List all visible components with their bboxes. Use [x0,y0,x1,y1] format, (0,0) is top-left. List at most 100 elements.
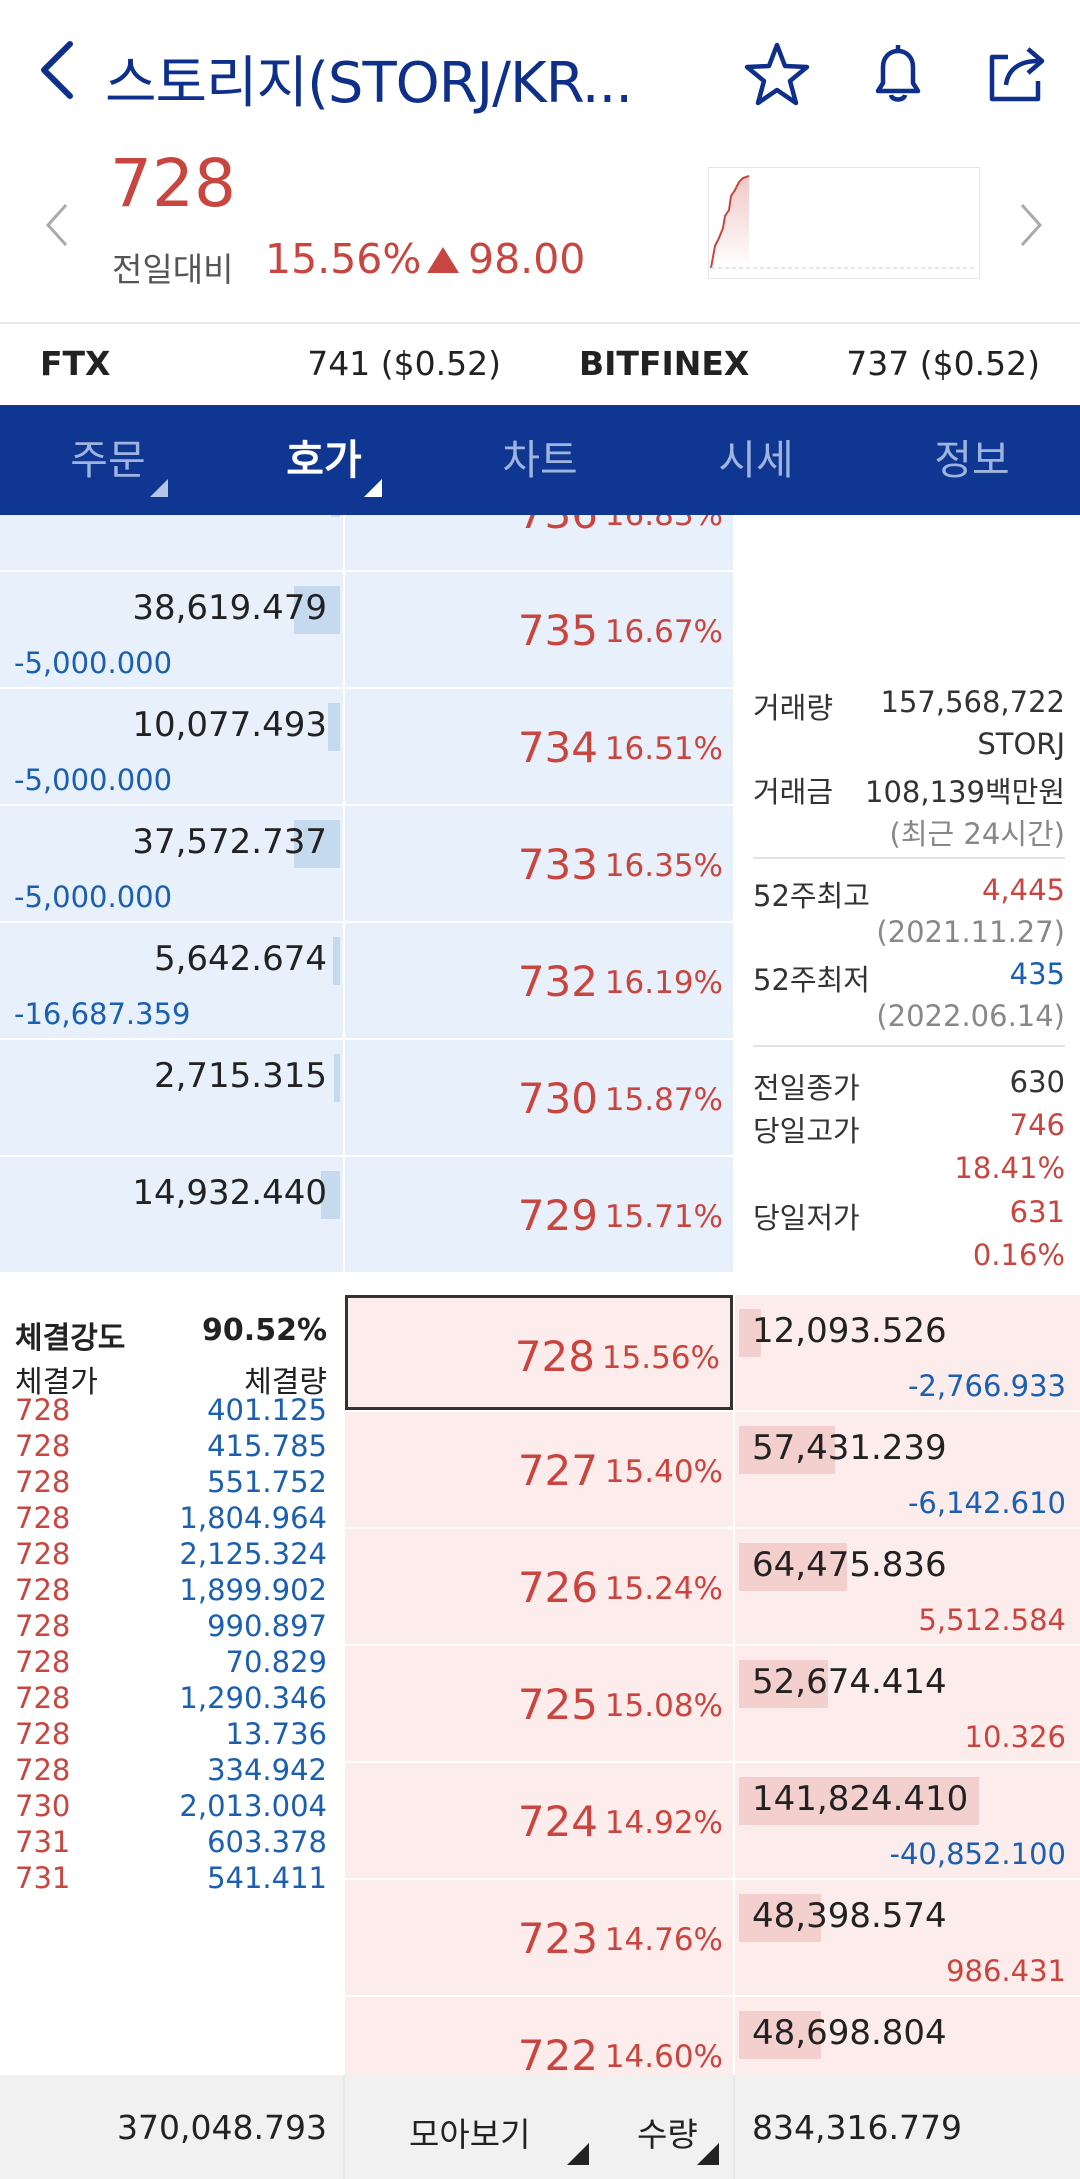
tab-orderbook[interactable]: 호가 [216,405,432,515]
ask-price-cell[interactable]: 735 16.67% [345,572,733,687]
bid-price-cell[interactable]: 728 15.56% [345,1295,733,1410]
view-mode-toggle[interactable]: 모아보기 [409,2115,531,2154]
ask-quantity-cell[interactable]: 38,619.479 -5,000.000 [0,572,343,687]
ask-row[interactable]: 2,715.315 730 15.87% [0,1040,1080,1157]
bid-price: 728 [514,1332,595,1381]
qty-mode-toggle[interactable]: 수량 [637,2115,698,2154]
ask-quantity-cell[interactable]: 10,077.493 -5,000.000 [0,689,343,804]
volume-value: 157,568,722 [880,685,1066,719]
bid-row[interactable]: 726 15.24% 64,475.836 5,512.584 [345,1529,1080,1646]
bid-price: 725 [517,1680,598,1729]
tab-bar: 주문 호가 차트 시세 정보 [0,405,1080,515]
sparkline-chart[interactable] [708,167,980,279]
ask-row[interactable]: 7,803.852 736 16.83% [0,515,1080,572]
ask-row[interactable]: 10,077.493 -5,000.000 734 16.51% [0,689,1080,806]
bid-quantity-cell[interactable]: 12,093.526 -2,766.933 [735,1295,1080,1410]
bid-quantity-cell[interactable]: 141,824.410 -40,852.100 [735,1763,1080,1878]
view-options-cell: 모아보기 수량 [345,2075,733,2179]
app-header: 스토리지(STORJ/KR... [0,0,1080,145]
star-icon[interactable] [737,35,817,115]
market-info-panel: 거래량 157,568,722 STORJ 거래금 108,139백만원 (최근… [735,515,1080,1295]
ask-row[interactable]: 14,932.440 729 15.71% [0,1157,1080,1274]
bid-quantity-change: 10.326 [964,1720,1066,1754]
amount-row: 거래금 108,139백만원 [753,769,1065,811]
tab-chart[interactable]: 차트 [502,436,578,484]
bid-quantity-cell[interactable]: 64,475.836 5,512.584 [735,1529,1080,1644]
prev-close-value: 630 [1009,1065,1065,1099]
bell-icon[interactable] [858,35,938,115]
share-icon[interactable] [978,35,1058,115]
ask-price-cell[interactable]: 733 16.35% [345,806,733,921]
bid-row[interactable]: 725 15.08% 52,674.414 10.326 [345,1646,1080,1763]
bid-row[interactable]: 723 14.76% 48,398.574 986.431 [345,1880,1080,1997]
tab-order[interactable]: 주문 [0,405,216,515]
prev-coin-icon[interactable] [38,195,78,255]
bid-depth-bar [739,1426,835,1474]
back-icon[interactable] [30,30,90,110]
prev-close-label: 전일종가 [753,1071,860,1105]
bid-row[interactable]: 724 14.92% 141,824.410 -40,852.100 [345,1763,1080,1880]
ask-price-cell[interactable]: 730 15.87% [345,1040,733,1155]
bid-quantity: 64,475.836 [752,1545,947,1585]
bid-quantity: 52,674.414 [752,1662,947,1702]
amount-note: (최근 24시간) [889,817,1065,851]
up-triangle-icon [425,245,461,275]
ask-quantity-cell[interactable]: 2,715.315 [0,1040,343,1155]
volume-row: 거래량 157,568,722 [753,685,1065,727]
ask-price-cell[interactable]: 736 16.83% [345,515,733,570]
trade-row: 730 2,013.004 [15,1789,327,1839]
tab-market[interactable]: 시세 [718,436,794,484]
bid-quantity-cell[interactable]: 48,398.574 986.431 [735,1880,1080,1995]
exchange-price: 741 ($0.52) [307,344,501,383]
ask-quantity-cell[interactable]: 14,932.440 [0,1157,343,1272]
divider [753,857,1065,859]
ask-quantity: 2,715.315 [153,1056,327,1096]
bid-price-percent: 14.76% [604,1922,723,1958]
ask-depth-bar [294,586,340,634]
bid-depth-bar [739,1543,847,1591]
trade-row: 731 603.378 [15,1825,327,1875]
ask-price-cell[interactable]: 729 15.71% [345,1157,733,1272]
bid-price-cell[interactable]: 725 15.08% [345,1646,733,1761]
tab-info[interactable]: 정보 [934,436,1010,484]
bid-depth-bar [739,2011,821,2059]
amount-value: 108,139백만원 [865,775,1065,809]
ask-row[interactable]: 37,572.737 -5,000.000 733 16.35% [0,806,1080,923]
trade-price: 728 [15,1537,71,1571]
bid-price-cell[interactable]: 722 14.60% [345,1997,733,2075]
ask-price-cell[interactable]: 734 16.51% [345,689,733,804]
bid-price-cell[interactable]: 724 14.92% [345,1763,733,1878]
bid-quantity-cell[interactable]: 48,698.804 [735,1997,1080,2075]
order-book: 7,803.852 736 16.83% 38,619.479 -5,000.000 73… [0,515,1080,2075]
high52-date: (2021.11.27) [876,915,1065,949]
bid-price: 724 [517,1797,598,1846]
bid-price-cell[interactable]: 723 14.76% [345,1880,733,1995]
ask-depth-bar [331,515,340,517]
trade-row: 728 1,899.902 [15,1573,327,1623]
ask-row[interactable]: 38,619.479 -5,000.000 735 16.67% [0,572,1080,689]
ask-quantity-cell[interactable]: 7,803.852 [0,515,343,570]
trade-price: 728 [15,1573,71,1607]
bid-quantity-cell[interactable]: 57,431.239 -6,142.610 [735,1412,1080,1527]
bid-price-cell[interactable]: 727 15.40% [345,1412,733,1527]
bid-quantity-cell[interactable]: 52,674.414 10.326 [735,1646,1080,1761]
bid-row[interactable]: 727 15.40% 57,431.239 -6,142.610 [345,1412,1080,1529]
current-price-row[interactable]: 728 15.56% 12,093.526 -2,766.933 [345,1295,1080,1412]
bid-price-cell[interactable]: 726 15.24% [345,1529,733,1644]
ask-quantity-cell[interactable]: 37,572.737 -5,000.000 [0,806,343,921]
ask-price-cell[interactable]: 732 16.19% [345,923,733,1038]
trade-row: 728 334.942 [15,1753,327,1803]
ask-quantity: 5,642.674 [153,939,327,979]
ask-quantity-cell[interactable]: 5,642.674 -16,687.359 [0,923,343,1038]
trade-volume: 541.411 [207,1861,327,1895]
trade-price: 731 [15,1861,71,1895]
trade-row: 728 2,125.324 [15,1537,327,1587]
ask-depth-bar [334,1054,340,1102]
ask-row[interactable]: 5,642.674 -16,687.359 732 16.19% [0,923,1080,1040]
bid-quantity: 141,824.410 [752,1779,969,1819]
next-coin-icon[interactable] [1010,195,1050,255]
bid-total: 834,316.779 [752,2108,962,2147]
bid-row[interactable]: 722 14.60% 48,698.804 [345,1997,1080,2075]
trade-price: 728 [15,1717,71,1751]
day-high-value: 746 [1009,1108,1065,1142]
